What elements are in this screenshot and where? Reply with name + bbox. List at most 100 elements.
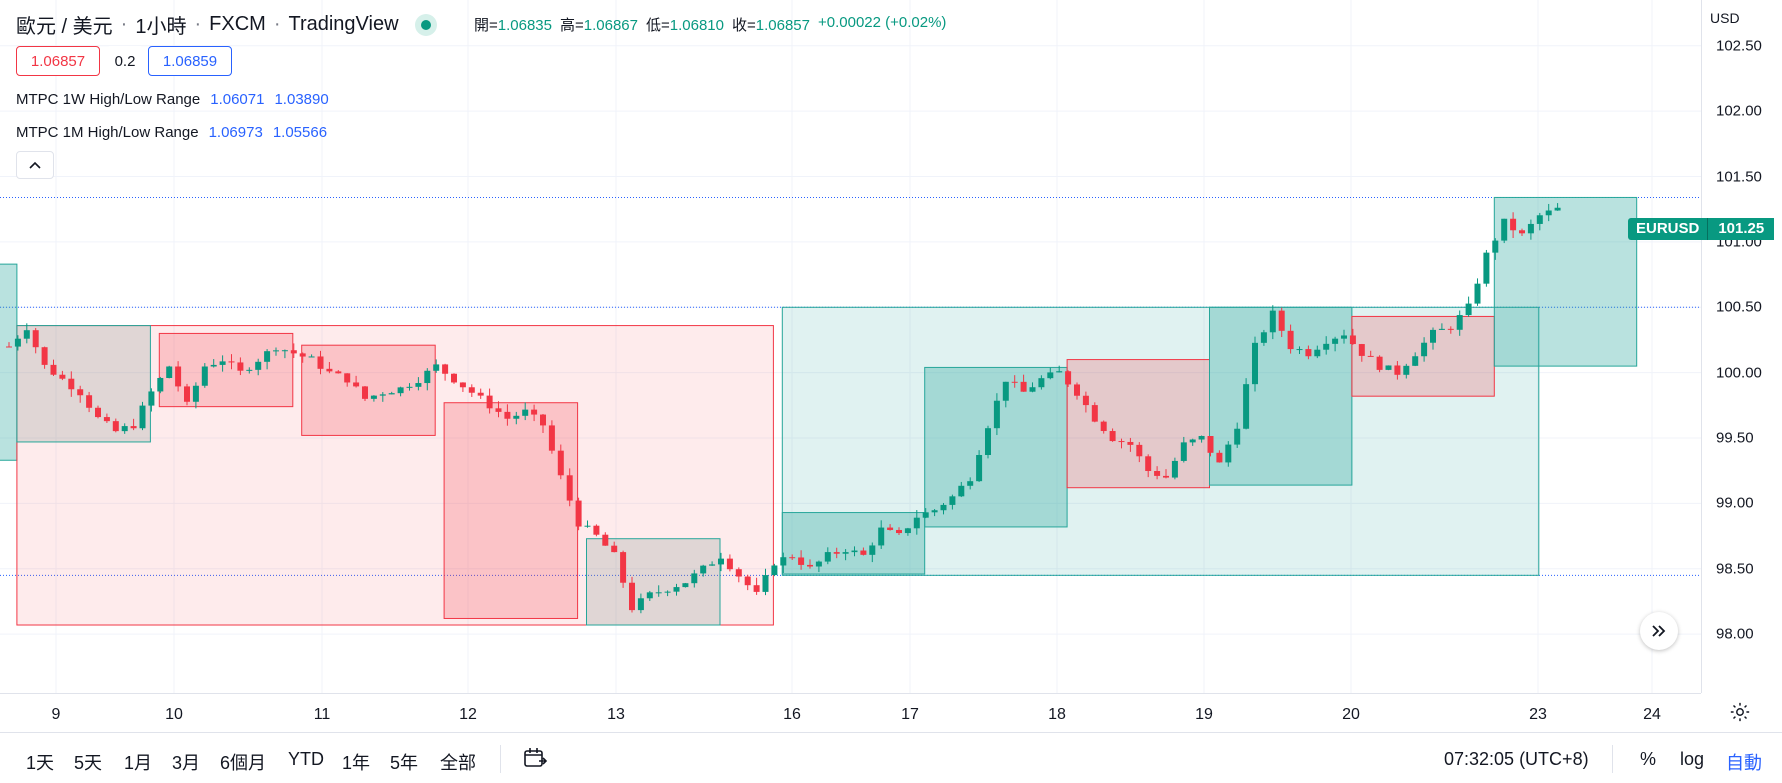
candle-body — [1510, 218, 1517, 231]
range-box-bull — [924, 366, 1068, 528]
candle-body — [958, 485, 965, 497]
ohlc-values: 開=1.06835 高=1.06867 低=1.06810 收=1.06857 … — [474, 14, 946, 35]
candle-body — [415, 383, 422, 387]
candle-body — [673, 587, 680, 592]
candle-body — [842, 552, 849, 554]
candle-body — [442, 364, 449, 374]
candle-body — [789, 557, 796, 559]
candle-body — [896, 529, 902, 534]
range-ytd-button[interactable]: YTD — [288, 749, 324, 769]
indicator-name: MTPC 1W High/Low Range — [16, 91, 201, 108]
candle-body — [540, 414, 546, 426]
bottom-toolbar: 1天 5天 1月 3月 6個月 YTD 1年 5年 全部 07:32:05 (U… — [0, 732, 1782, 783]
open-label: 開= — [474, 17, 498, 34]
range-box-bull — [781, 512, 926, 575]
range-5y-button[interactable]: 5年 — [390, 753, 419, 773]
candle-body — [388, 393, 395, 395]
candle-body — [655, 592, 662, 594]
candle-body — [299, 353, 306, 357]
time-tick-label: 10 — [165, 706, 183, 723]
calendar-range-icon[interactable] — [522, 745, 548, 776]
indicator-1w-range[interactable]: MTPC 1W High/Low Range 1.06071 1.03890 — [16, 91, 329, 108]
range-box-bull — [1209, 306, 1353, 486]
candle-body — [77, 389, 84, 396]
range-1d-button[interactable]: 1天 — [26, 753, 55, 773]
candle-body — [1438, 328, 1445, 330]
price-tick-label: 98.00 — [1716, 625, 1754, 643]
candle-body — [629, 582, 635, 611]
market-open-status-icon[interactable] — [414, 13, 437, 36]
candle-body — [273, 350, 279, 352]
candle-body — [985, 428, 991, 455]
interval-label[interactable]: 1小時 — [135, 16, 187, 38]
range-6m-button[interactable]: 6個月 — [220, 753, 267, 773]
time-tick-label: 17 — [901, 706, 919, 723]
candle-body — [1260, 332, 1267, 343]
scroll-to-realtime-button[interactable] — [1640, 612, 1678, 650]
price-scale[interactable]: USD 102.50 102.00 101.50 101.00 100.50 100.00… — [1701, 0, 1782, 693]
candle-body — [255, 361, 262, 370]
percent-scale-toggle[interactable]: % — [1640, 749, 1657, 769]
candle-body — [175, 366, 182, 387]
sell-price-button[interactable]: 1.06857 — [16, 46, 100, 76]
candle-body — [1519, 230, 1525, 234]
candle-body — [112, 421, 119, 432]
spread-value: 0.2 — [106, 46, 144, 76]
candle-body — [949, 496, 956, 505]
candle-body — [1180, 442, 1187, 461]
candle-body — [637, 598, 644, 611]
range-3m-button[interactable]: 3月 — [172, 753, 201, 773]
candle-body — [1118, 441, 1125, 443]
candle-body — [486, 395, 493, 409]
range-all-button[interactable]: 全部 — [440, 753, 476, 773]
candle-body — [95, 407, 101, 418]
candle-body — [887, 527, 894, 530]
candle-body — [1501, 218, 1508, 241]
candle-body — [993, 400, 1000, 429]
candle-body — [184, 386, 190, 402]
candle-body — [379, 394, 386, 396]
candle-body — [1163, 475, 1169, 478]
candle-body — [575, 500, 582, 527]
candle-body — [700, 565, 707, 574]
range-1y-button[interactable]: 1年 — [342, 753, 371, 773]
candle-body — [726, 558, 733, 570]
candle-body — [264, 351, 271, 362]
candle-body — [1252, 342, 1258, 385]
price-chart[interactable] — [0, 0, 1701, 693]
candle-body — [753, 585, 760, 592]
candle-body — [1527, 223, 1534, 234]
time-tick-label: 20 — [1342, 706, 1360, 723]
time-scale[interactable]: 9 10 11 12 13 16 17 18 19 20 23 24 — [0, 693, 1701, 732]
log-scale-toggle[interactable]: log — [1680, 749, 1705, 769]
candle-body — [780, 557, 787, 566]
candle-body — [1234, 428, 1241, 445]
candle-body — [344, 373, 351, 383]
candle-body — [904, 528, 911, 534]
high-label: 高= — [560, 17, 584, 34]
time-tick-label: 19 — [1195, 706, 1213, 723]
range-1m-button[interactable]: 1月 — [124, 753, 153, 773]
collapse-indicators-button[interactable] — [16, 151, 54, 179]
indicator-name: MTPC 1M High/Low Range — [16, 124, 199, 141]
last-price-label: EURUSD 101.25 — [1628, 218, 1775, 240]
settings-gear-icon[interactable] — [1726, 698, 1754, 726]
symbol-legend[interactable]: 歐元 / 美元 · 1小時 · FXCM · TradingView — [16, 10, 437, 39]
price-tick-label: 102.50 — [1716, 37, 1762, 55]
candle-body — [557, 450, 564, 476]
indicator-1m-range[interactable]: MTPC 1M High/Low Range 1.06973 1.05566 — [16, 124, 327, 141]
auto-scale-toggle[interactable]: 自動 — [1726, 753, 1762, 773]
candle-body — [290, 350, 297, 354]
currency-label[interactable]: USD — [1710, 10, 1740, 26]
candle-body — [1447, 328, 1454, 330]
candle-body — [878, 527, 885, 546]
buy-price-button[interactable]: 1.06859 — [148, 46, 232, 76]
range-box-bear — [158, 332, 294, 408]
range-5d-button[interactable]: 5天 — [74, 753, 103, 773]
indicator-value: 1.06071 — [210, 91, 265, 108]
candle-body — [326, 368, 333, 372]
clock-timezone[interactable]: 07:32:05 (UTC+8) — [1444, 749, 1589, 769]
candle-body — [1020, 381, 1027, 392]
range-boxes — [0, 196, 1638, 626]
pair-name[interactable]: 歐元 / 美元 — [16, 16, 113, 38]
